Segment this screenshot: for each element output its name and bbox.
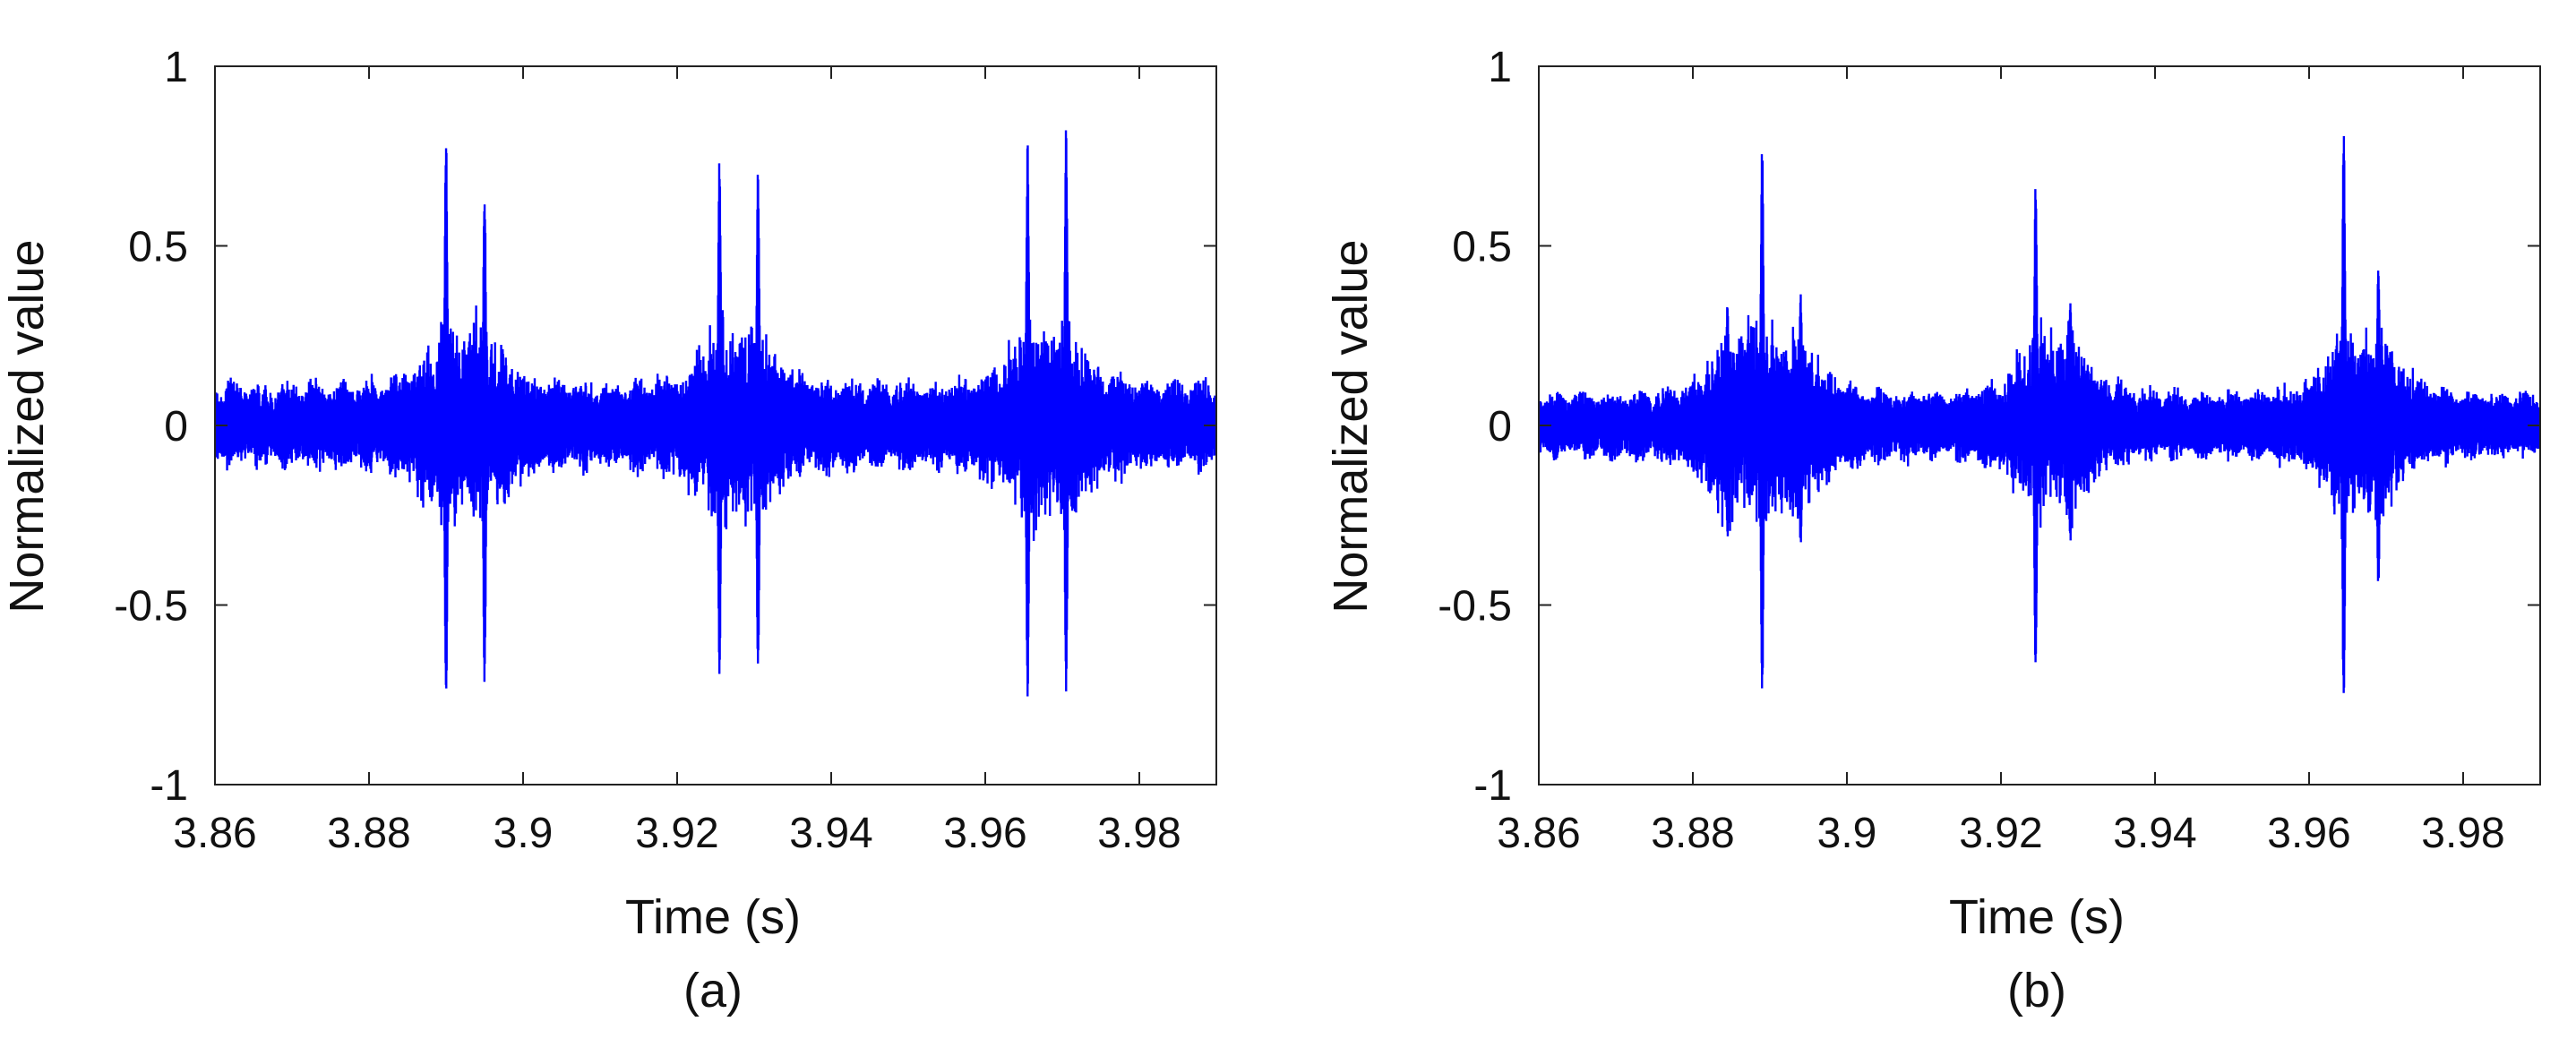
panel-caption: (a) xyxy=(683,964,743,1017)
y-tick-label: -1 xyxy=(1473,762,1512,810)
x-tick-label: 3.94 xyxy=(789,810,872,857)
y-tick-label: 0 xyxy=(164,403,188,451)
x-tick-label: 3.86 xyxy=(173,810,256,857)
x-tick-label: 3.98 xyxy=(2421,810,2504,857)
y-tick-label: -1 xyxy=(150,762,188,810)
x-tick-label: 3.88 xyxy=(327,810,410,857)
y-tick-label: -0.5 xyxy=(1438,583,1512,631)
x-tick-label: 3.88 xyxy=(1651,810,1734,857)
chart-b-svg: 3.86 3.88 3.9 3.92 3.94 3.96 3.98 1 0.5 0 -0.5 -1 N… xyxy=(1324,44,2541,1017)
panel-caption: (b) xyxy=(2007,964,2066,1017)
x-tick-label: 3.94 xyxy=(2113,810,2196,857)
x-axis-label: Time (s) xyxy=(1949,890,2125,944)
y-axis-label: Normalized value xyxy=(1324,239,1378,613)
y-tick-label: 0.5 xyxy=(1452,224,1512,271)
y-tick-label: 1 xyxy=(1488,44,1512,91)
plot-area-b: 3.86 3.88 3.9 3.92 3.94 3.96 3.98 1 0.5 0 -0.5 -1 xyxy=(1438,44,2541,857)
x-tick-label: 3.96 xyxy=(943,810,1026,857)
x-tick-label: 3.92 xyxy=(1959,810,2042,857)
x-tick-label: 3.86 xyxy=(1497,810,1580,857)
y-tick-label: -0.5 xyxy=(114,583,188,631)
x-tick-label: 3.98 xyxy=(1097,810,1181,857)
y-tick-label: 0 xyxy=(1488,403,1512,451)
y-tick-label: 1 xyxy=(164,44,188,91)
x-axis-label: Time (s) xyxy=(625,890,801,944)
chart-panel-b: 3.86 3.88 3.9 3.92 3.94 3.96 3.98 1 0.5 0 -0.5 -1 N… xyxy=(1324,0,2576,1052)
series-line xyxy=(1539,136,2540,693)
plot-area-a: 3.86 3.88 3.9 3.92 3.94 3.96 3.98 1 0.5 0 -0.5 -1 xyxy=(114,44,1217,857)
chart-a-svg: 3.86 3.88 3.9 3.92 3.94 3.96 3.98 1 0.5 0 -0.5 -1 N… xyxy=(0,44,1217,1017)
y-axis-label: Normalized value xyxy=(0,239,54,613)
x-tick-label: 3.96 xyxy=(2267,810,2350,857)
x-tick-label: 3.92 xyxy=(635,810,718,857)
x-tick-label: 3.9 xyxy=(1817,810,1877,857)
series-line xyxy=(215,130,1216,697)
chart-panel-a: 3.86 3.88 3.9 3.92 3.94 3.96 3.98 1 0.5 0 -0.5 -1 N… xyxy=(0,0,1288,1052)
x-tick-label: 3.9 xyxy=(494,810,554,857)
y-tick-label: 0.5 xyxy=(128,224,188,271)
